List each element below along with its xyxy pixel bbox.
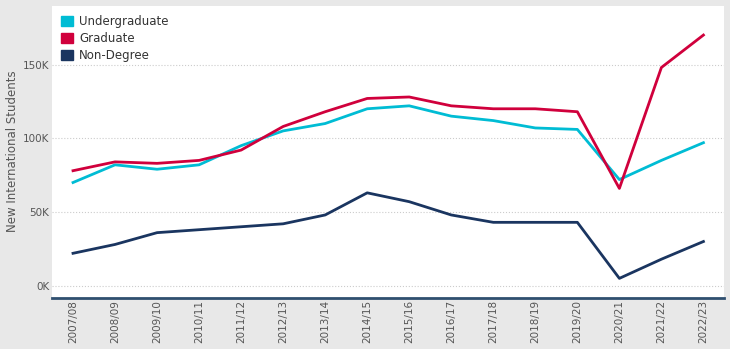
- Legend: Undergraduate, Graduate, Non-Degree: Undergraduate, Graduate, Non-Degree: [58, 12, 172, 66]
- Y-axis label: New International Students: New International Students: [6, 71, 18, 232]
